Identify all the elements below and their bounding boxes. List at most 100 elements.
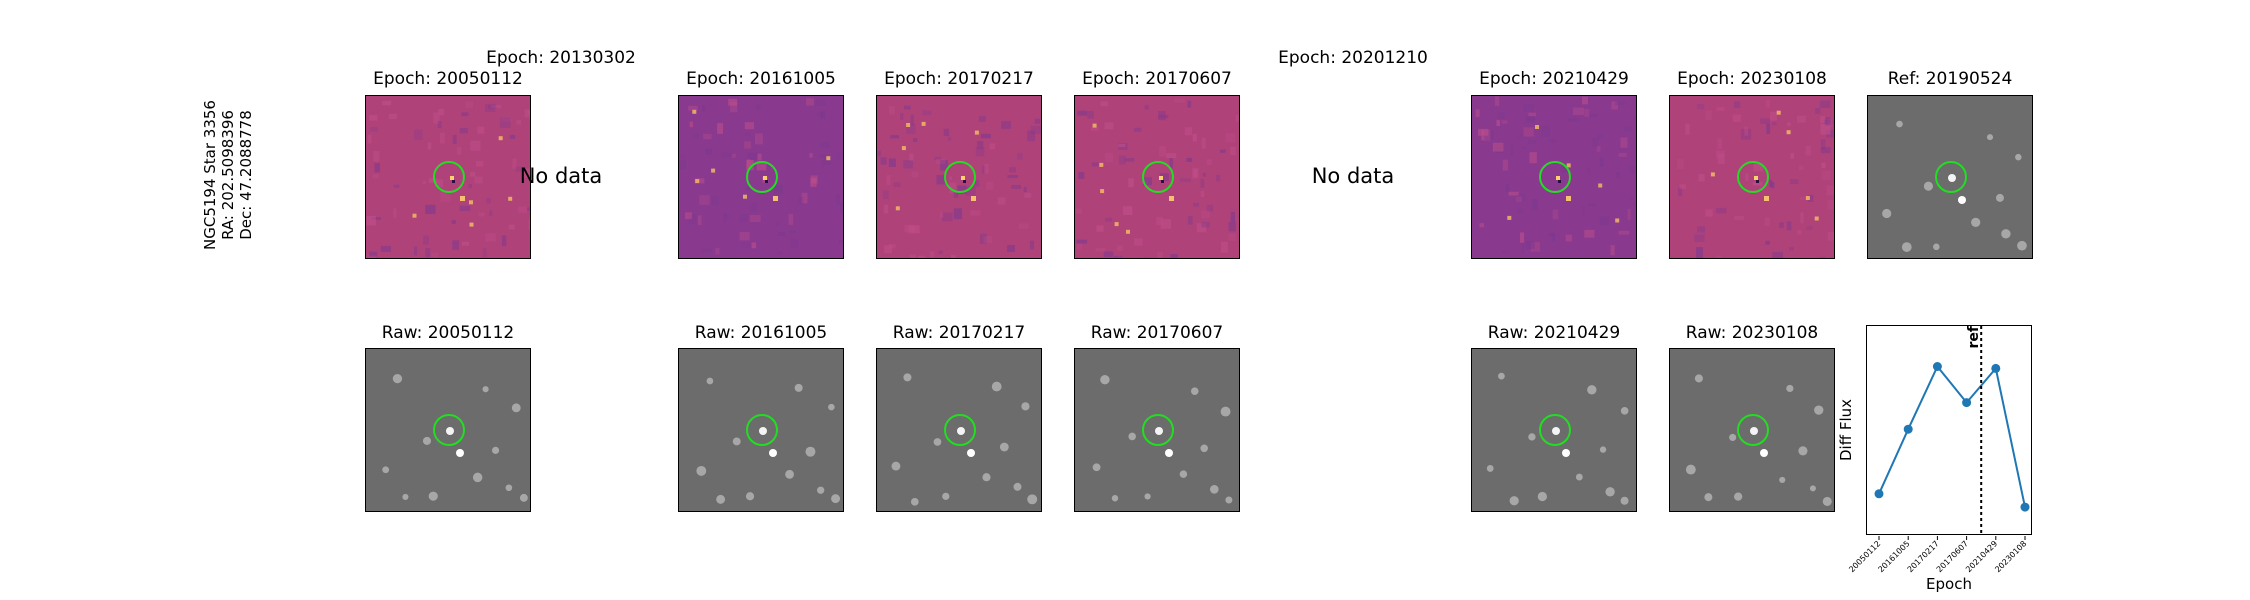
diff-residual xyxy=(1615,218,1620,223)
field-star xyxy=(1605,487,1615,497)
diff-noise xyxy=(728,98,738,106)
diff-noise xyxy=(756,161,767,171)
diff-residual xyxy=(895,206,900,211)
diff-noise xyxy=(1589,113,1598,118)
diff-noise xyxy=(501,235,507,247)
field-star xyxy=(1486,464,1494,472)
diff-noise xyxy=(1790,153,1795,159)
diff-noise xyxy=(1475,109,1480,117)
diff-source xyxy=(450,176,454,180)
diff-noise xyxy=(997,197,1006,205)
diff-noise xyxy=(1076,243,1082,250)
diff-noise xyxy=(425,204,436,214)
field-star xyxy=(2017,240,2027,251)
x-tick-label: 20230108 xyxy=(1993,539,2028,574)
diff-noise xyxy=(1584,229,1595,238)
diff-noise xyxy=(457,147,462,155)
diff-noise xyxy=(1230,146,1236,156)
diff-noise xyxy=(1833,196,1834,203)
diff-noise xyxy=(1805,145,1811,156)
diff-noise xyxy=(1636,152,1637,158)
diff-noise xyxy=(1771,121,1777,126)
field-star xyxy=(1986,134,1994,141)
diff-noise xyxy=(1478,258,1489,259)
difference-image xyxy=(876,95,1042,259)
diff-noise xyxy=(1524,104,1535,112)
diff-panel-title: Epoch: 20170607 xyxy=(1082,69,1232,89)
diff-noise xyxy=(422,180,427,185)
diff-noise xyxy=(523,168,530,178)
diff-noise xyxy=(1618,230,1630,235)
diff-noise xyxy=(889,105,895,115)
field-star xyxy=(942,492,950,500)
diff-noise xyxy=(1627,209,1631,220)
diff-residual xyxy=(508,196,513,201)
diff-noise xyxy=(699,195,710,205)
diff-noise xyxy=(470,172,476,177)
diff-noise xyxy=(1501,120,1508,124)
diff-residual xyxy=(1114,222,1119,227)
diff-residual xyxy=(695,179,700,184)
diff-noise xyxy=(970,210,981,216)
diff-noise xyxy=(488,210,493,216)
diff-noise xyxy=(1734,215,1744,220)
diff-noise xyxy=(943,128,950,137)
diff-noise xyxy=(1096,225,1104,232)
raw-panel-title: Raw: 20050112 xyxy=(381,323,515,343)
diff-noise xyxy=(461,241,469,246)
diff-noise xyxy=(692,132,700,139)
diff-noise xyxy=(986,181,994,190)
diff-noise xyxy=(1568,118,1579,122)
diff-noise xyxy=(1525,241,1535,249)
diff-noise xyxy=(701,248,712,253)
diff-noise xyxy=(1677,158,1684,170)
diff-panel-title: Epoch: 20210429 xyxy=(1479,69,1629,89)
diff-residual xyxy=(1126,229,1130,234)
field-star xyxy=(817,486,825,494)
diff-source-neg xyxy=(765,180,768,183)
diff-noise xyxy=(1494,96,1500,106)
diff-noise xyxy=(1158,114,1169,119)
diff-noise xyxy=(953,208,963,220)
diff-noise xyxy=(1599,157,1604,168)
diff-noise xyxy=(374,163,380,173)
neighbor-star xyxy=(1958,196,1966,204)
diff-noise xyxy=(1770,182,1775,189)
diff-noise xyxy=(819,154,826,158)
target-star xyxy=(1552,427,1560,435)
diff-noise xyxy=(721,152,732,158)
field-star xyxy=(1100,375,1110,385)
field-star xyxy=(1896,120,1903,128)
field-star xyxy=(422,436,432,445)
diff-noise xyxy=(1103,251,1114,258)
diff-noise xyxy=(940,160,948,171)
raw-image xyxy=(365,348,531,512)
star-name: NGC5194 Star 3356 xyxy=(201,100,219,250)
diff-noise xyxy=(1156,252,1163,258)
neighbor-star xyxy=(456,449,464,457)
diff-noise xyxy=(1134,127,1142,132)
diff-noise xyxy=(1820,139,1826,150)
field-star xyxy=(696,465,707,476)
diff-residual xyxy=(1710,172,1715,177)
diff-noise xyxy=(1819,100,1831,108)
diff-noise xyxy=(437,121,442,129)
diff-noise xyxy=(1797,230,1802,235)
diff-noise xyxy=(1159,173,1169,181)
diff-noise xyxy=(835,153,843,161)
diff-noise xyxy=(983,236,993,243)
diff-noise xyxy=(1799,196,1809,201)
diff-noise xyxy=(1492,142,1504,152)
field-star xyxy=(891,461,901,471)
diff-neighbor xyxy=(971,196,976,201)
diff-noise xyxy=(702,105,706,113)
field-star xyxy=(1144,493,1151,500)
diff-noise xyxy=(883,204,889,214)
diff-background xyxy=(1075,96,1239,258)
field-star xyxy=(1704,493,1713,502)
diff-noise xyxy=(838,240,843,244)
diff-residual xyxy=(1814,216,1819,221)
field-star xyxy=(745,492,755,501)
diff-noise xyxy=(1582,96,1588,105)
diff-noise xyxy=(965,186,976,196)
